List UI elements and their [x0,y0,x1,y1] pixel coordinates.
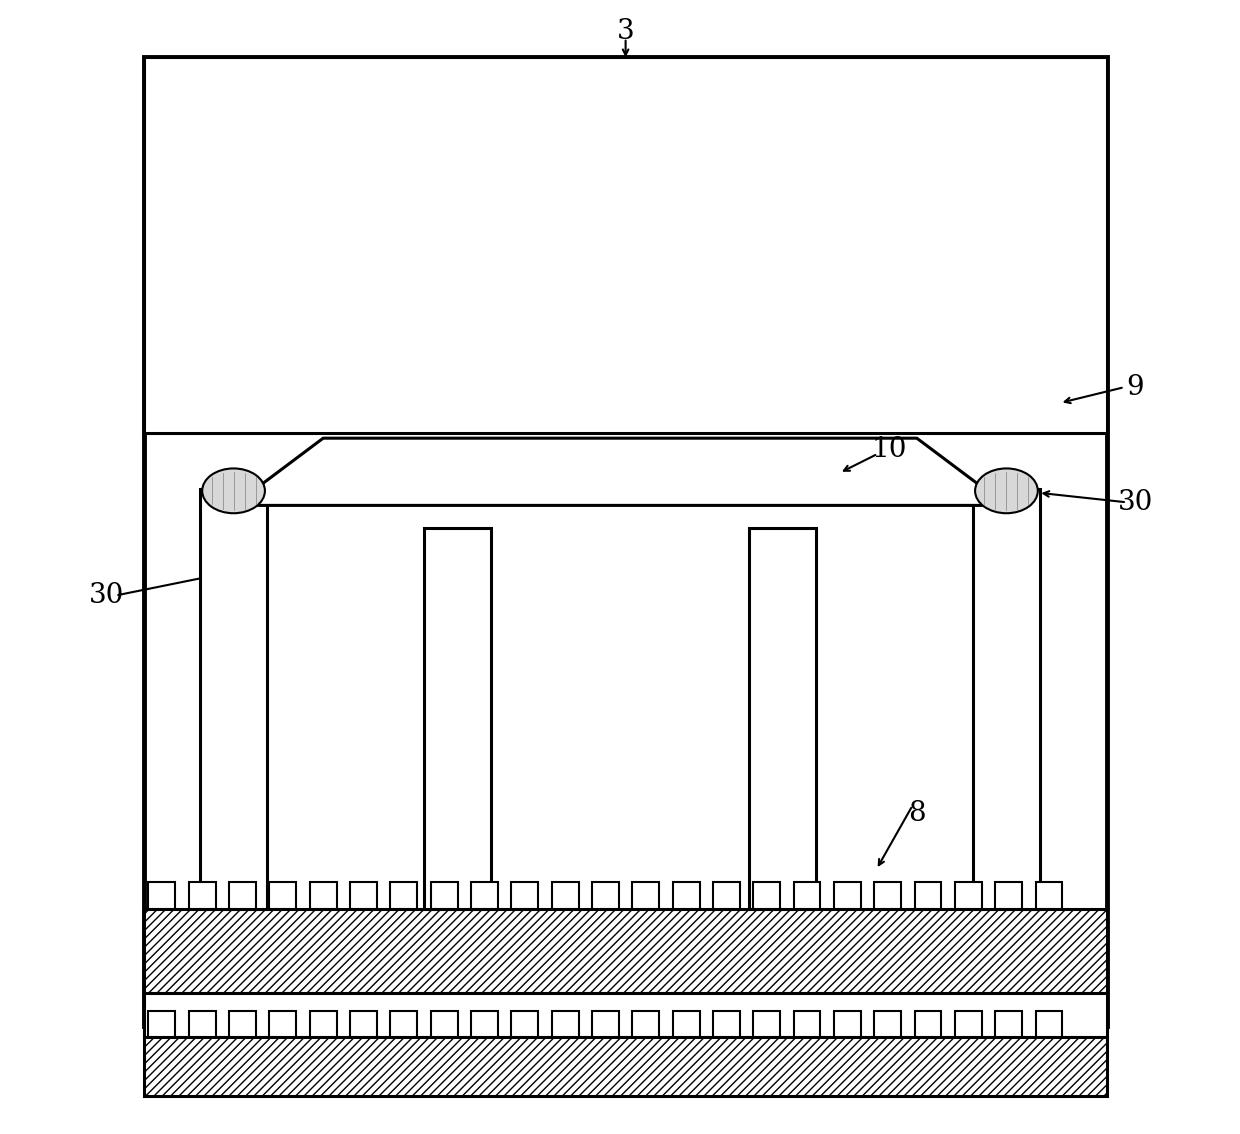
Bar [835,882,861,908]
Bar [835,1010,861,1038]
Bar [632,1010,660,1038]
Bar [753,1010,780,1038]
Bar [269,882,296,908]
Bar [591,882,619,908]
Bar [591,1010,619,1038]
Bar [471,1010,498,1038]
Bar [632,882,660,908]
Bar [269,1010,296,1038]
Text: 8: 8 [908,799,925,827]
Text: 30: 30 [1117,489,1153,516]
Bar [915,1010,941,1038]
Bar [144,908,1107,992]
Bar [713,882,740,908]
Bar [350,1010,377,1038]
Bar [430,882,458,908]
Polygon shape [233,438,1007,506]
Bar [144,58,1107,432]
Bar [511,882,538,908]
Ellipse shape [975,468,1038,514]
Bar [753,882,780,908]
Ellipse shape [202,468,265,514]
Bar [430,1010,458,1038]
Bar [1035,882,1063,908]
Bar [749,527,816,908]
Bar [229,882,255,908]
Bar [310,1010,336,1038]
Bar [149,1010,175,1038]
Bar [794,1010,821,1038]
Text: 3: 3 [616,18,635,45]
Bar [511,1010,538,1038]
Bar [471,882,498,908]
Bar [996,1010,1022,1038]
Bar [874,882,901,908]
Bar [915,882,941,908]
Bar [200,489,267,908]
Bar [794,882,821,908]
Bar [144,992,1107,1038]
Bar [188,1010,216,1038]
Bar [229,1010,255,1038]
Bar [973,489,1040,908]
Text: 10: 10 [870,435,906,463]
Text: 9: 9 [1126,374,1145,401]
Bar [996,882,1022,908]
Bar [149,882,175,908]
Bar [350,882,377,908]
Bar [955,1010,982,1038]
Bar [310,882,336,908]
Bar [672,1010,699,1038]
Bar [874,1010,901,1038]
Bar [391,1010,417,1038]
Bar [188,882,216,908]
Bar [672,882,699,908]
Bar [552,1010,579,1038]
Bar [424,527,491,908]
Text: 30: 30 [89,582,125,609]
Bar [1035,1010,1063,1038]
Bar [144,58,1107,1026]
Bar [144,1038,1107,1095]
Bar [713,1010,740,1038]
Bar [552,882,579,908]
Bar [391,882,417,908]
Bar [955,882,982,908]
